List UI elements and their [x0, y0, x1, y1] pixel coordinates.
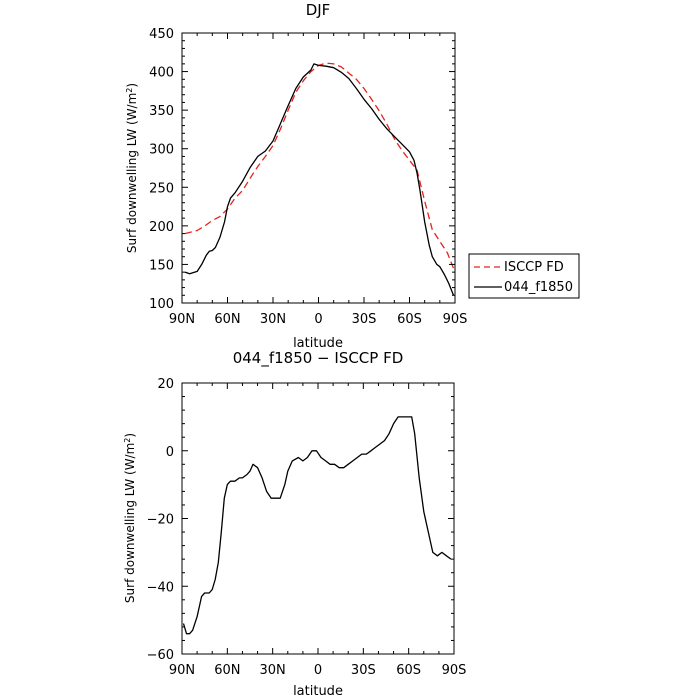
bottom-x-tick-label: 90N [169, 663, 195, 678]
top-chart-title: DJF [306, 1, 331, 19]
top-y-tick-label: 350 [149, 104, 174, 119]
bottom-panel: 044_f1850 − ISCCP FD 90N 60N 30N 0 30S 60S 90S… [123, 349, 467, 699]
bottom-y-tick-label: −20 [147, 513, 174, 528]
top-x-tick-label: 30N [260, 312, 286, 327]
bottom-y-tick-label: −60 [147, 648, 174, 663]
bottom-y-tick-label: −40 [147, 580, 174, 595]
top-plot-frame [181, 32, 456, 304]
legend-box [468, 253, 580, 299]
top-series-line-isccp-fd [184, 62, 456, 273]
top-x-tick-label: 90S [443, 312, 468, 327]
bottom-x-tick-label: 30N [260, 663, 286, 678]
top-y-tick-label: 200 [149, 220, 174, 235]
top-y-tick-label: 150 [149, 258, 174, 273]
bottom-series-line-difference [182, 416, 452, 635]
top-x-axis-label: latitude [293, 336, 343, 351]
top-y-axis-label: Surf downwelling LW (W/m2) [125, 83, 140, 253]
bottom-x-tick-label: 90S [442, 663, 467, 678]
top-panel: DJF 90N 60N 30N 0 30S 60S 90S 100 150 200 250 300 35… [125, 1, 580, 351]
top-series-line-044-f1850 [184, 63, 455, 296]
bottom-y-tick-label: 20 [157, 377, 174, 392]
bottom-x-axis-label: latitude [293, 684, 343, 699]
bottom-x-tick-label: 60N [214, 663, 240, 678]
legend-label-isccp-fd: ISCCP FD [504, 260, 564, 275]
top-x-tick-label: 60S [397, 312, 422, 327]
bottom-y-tick-label: 0 [166, 445, 174, 460]
bottom-y-axis-label: Surf downwelling LW (W/m2) [123, 433, 138, 603]
bottom-x-tick-label: 0 [314, 663, 322, 678]
top-y-tick-label: 300 [149, 143, 174, 158]
top-y-tick-label: 250 [149, 181, 174, 196]
top-x-tick-label: 30S [352, 312, 377, 327]
bottom-x-tick-label: 60S [396, 663, 421, 678]
top-y-tick-label: 400 [149, 66, 174, 81]
top-x-tick-label: 90N [169, 312, 195, 327]
bottom-chart-title: 044_f1850 − ISCCP FD [233, 349, 404, 368]
legend-label-044-f1850: 044_f1850 [504, 280, 573, 295]
bottom-x-tick-label: 30S [351, 663, 376, 678]
top-x-tick-label: 60N [214, 312, 240, 327]
top-y-tick-label: 100 [149, 297, 174, 312]
top-x-tick-label: 0 [314, 312, 322, 327]
legend: ISCCP FD 044_f1850 [468, 253, 580, 299]
top-y-tick-label: 450 [149, 27, 174, 42]
